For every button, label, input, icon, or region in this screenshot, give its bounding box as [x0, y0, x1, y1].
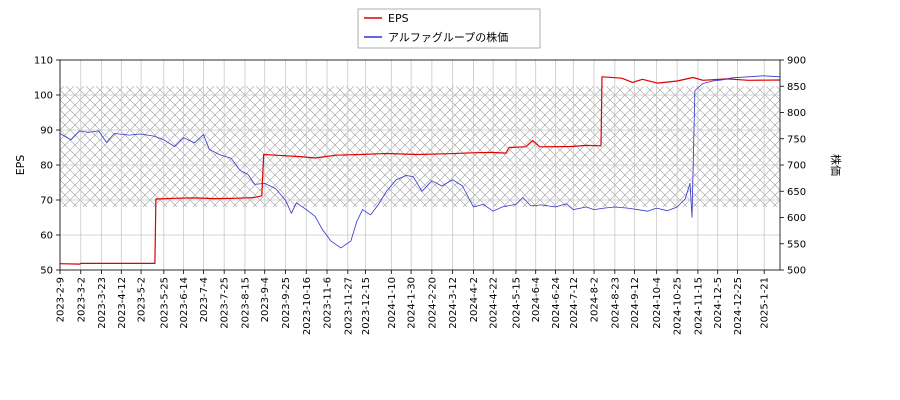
series-line-price	[60, 75, 780, 249]
x-tick-label: 2024-12-25	[733, 277, 744, 335]
y-tick-label-right: 650	[787, 187, 806, 198]
legend-label-price: アルファグループの株価	[388, 30, 508, 44]
x-tick-label: 2024-9-12	[630, 277, 641, 329]
y-tick-label-right: 550	[787, 239, 806, 250]
y-tick-label-right: 800	[787, 108, 806, 119]
x-tick-label: 2023-5-2	[137, 277, 148, 322]
y-tick-label-left: 110	[34, 56, 53, 67]
x-tick-label: 2024-8-23	[610, 277, 621, 329]
x-tick-label: 2024-12-5	[713, 277, 724, 329]
y-tick-label-left: 60	[40, 231, 53, 242]
x-tick-label: 2023-11-6	[323, 277, 334, 329]
y-tick-label-left: 90	[40, 126, 53, 137]
x-tick-label: 2023-3-23	[97, 277, 108, 329]
x-tick-label: 2024-10-4	[652, 277, 663, 329]
x-tick-label: 2023-9-25	[281, 277, 292, 329]
x-tick-label: 2023-12-15	[361, 277, 372, 335]
x-tick-label: 2023-2-9	[56, 277, 67, 322]
legend: EPS アルファグループの株価	[357, 8, 541, 49]
x-tick-label: 2024-1-10	[387, 277, 398, 329]
hatch-band	[60, 86, 780, 207]
x-tick-label: 2023-4-12	[117, 277, 128, 329]
x-tick-label: 2024-1-30	[407, 277, 418, 329]
x-tick-label: 2024-4-22	[489, 277, 500, 329]
y-tick-label-right: 750	[787, 134, 806, 145]
y-tick-label-right: 850	[787, 82, 806, 93]
y-tick-label-left: 70	[40, 196, 53, 207]
x-tick-label: 2023-9-4	[260, 277, 271, 322]
legend-box	[357, 8, 541, 49]
x-tick-label: 2023-10-16	[302, 277, 313, 335]
x-tick-label: 2023-7-25	[220, 277, 231, 329]
y-tick-label-right: 900	[787, 56, 806, 67]
y-tick-label-right: 700	[787, 161, 806, 172]
legend-label-eps: EPS	[388, 12, 409, 25]
x-tick-label: 2023-6-14	[179, 277, 190, 329]
x-tick-label: 2024-8-2	[590, 277, 601, 322]
x-tick-label: 2024-10-25	[673, 277, 684, 335]
x-tick-label: 2024-5-15	[511, 277, 522, 329]
x-tick-label: 2023-5-25	[159, 277, 170, 329]
x-tick-label: 2024-11-15	[693, 277, 704, 335]
x-tick-label: 2025-1-21	[760, 277, 771, 329]
y-tick-label-left: 80	[40, 161, 53, 172]
y-axis-label-left: EPS	[14, 155, 27, 176]
x-tick-label: 2024-2-20	[427, 277, 438, 329]
y-axis-label-right: 株価	[829, 154, 843, 176]
y-tick-label-left: 50	[40, 266, 53, 277]
x-tick-label: 2024-3-12	[448, 277, 459, 329]
x-tick-label: 2024-4-2	[469, 277, 480, 322]
y-tick-label-right: 600	[787, 213, 806, 224]
x-tick-label: 2024-6-4	[531, 277, 542, 322]
x-tick-label: 2024-7-12	[569, 277, 580, 329]
x-tick-label: 2023-11-27	[343, 277, 354, 335]
x-tick-label: 2023-8-15	[240, 277, 251, 329]
x-tick-label: 2024-6-24	[551, 277, 562, 329]
x-tick-label: 2023-3-2	[76, 277, 87, 322]
y-tick-label-right: 500	[787, 266, 806, 277]
x-tick-label: 2023-7-4	[199, 277, 210, 322]
series-line-eps	[60, 76, 780, 265]
y-tick-label-left: 100	[34, 91, 53, 102]
